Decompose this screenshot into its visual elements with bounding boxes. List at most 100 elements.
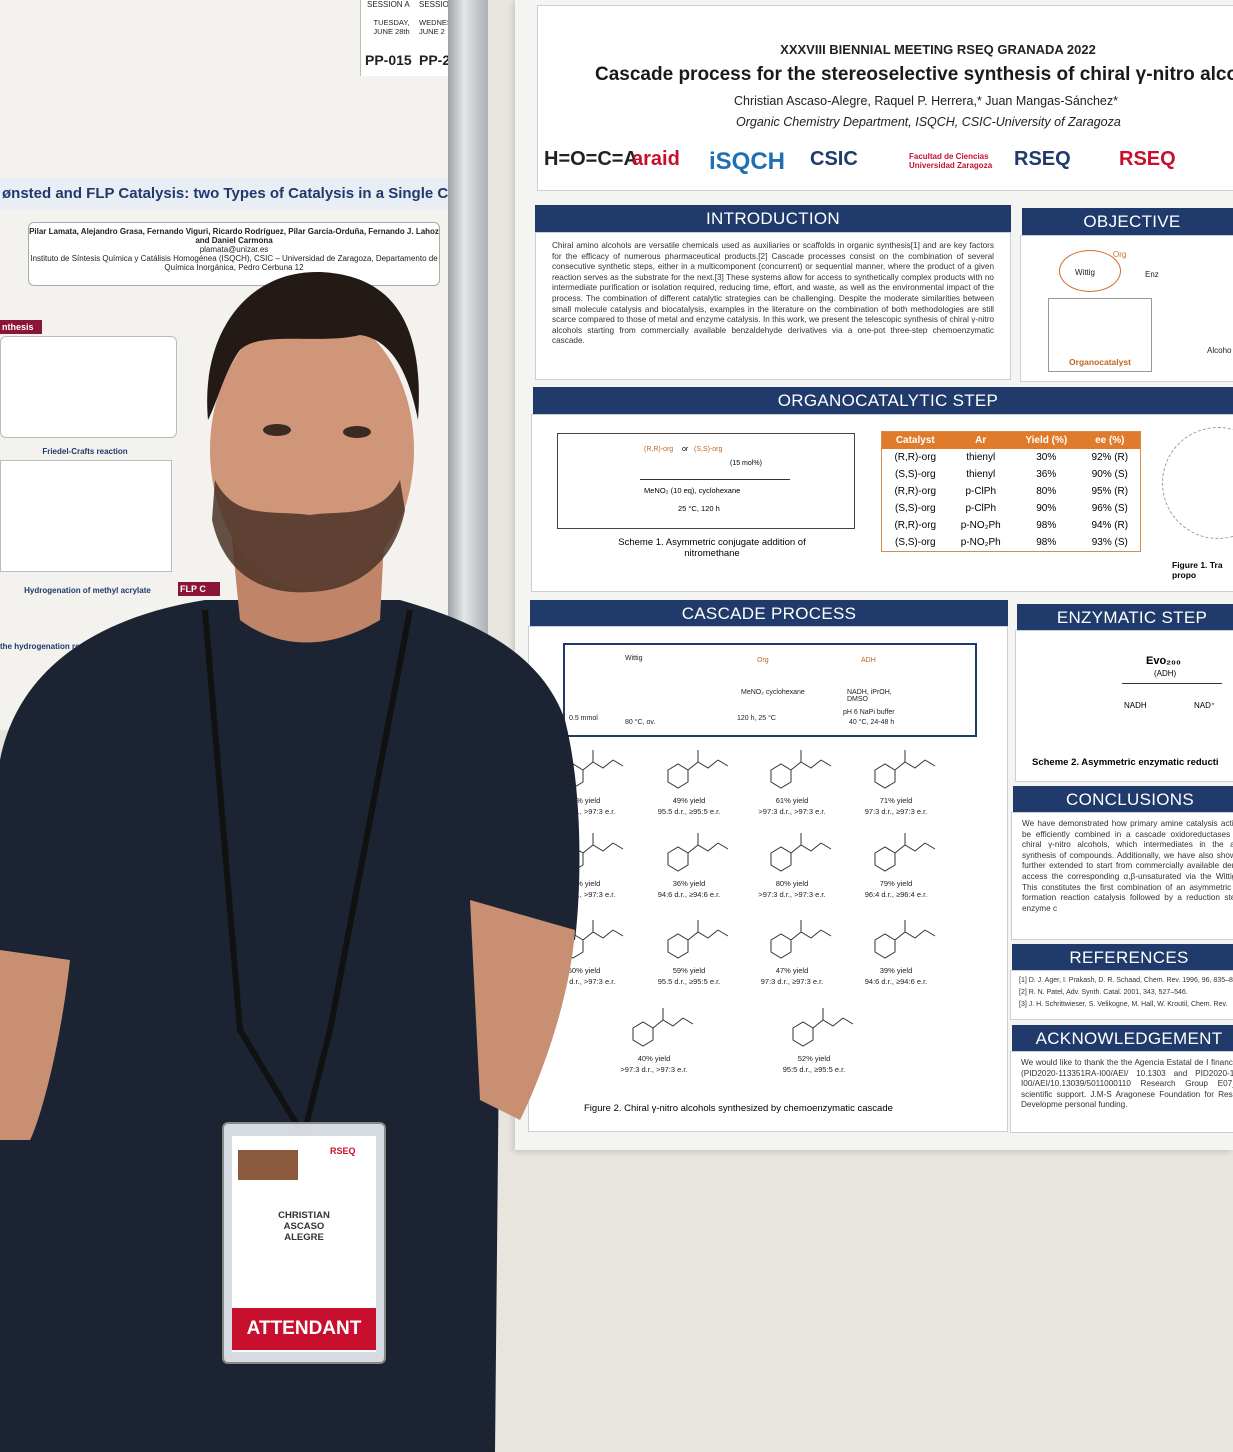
table-row: (S,S)-org p-NO₂Ph 98% 93% (S) bbox=[882, 534, 1141, 552]
header-cell: Ar bbox=[975, 435, 987, 446]
table-cell: 94% (R) bbox=[1091, 520, 1129, 531]
table-row: (R,R)-org thienyl 30% 92% (R) bbox=[882, 449, 1141, 466]
molecule bbox=[667, 920, 729, 959]
scheme-label: (15 mol%) bbox=[730, 460, 762, 467]
molecule bbox=[874, 920, 936, 959]
section-heading: ACKNOWLEDGEMENT bbox=[1012, 1025, 1233, 1052]
scheme-caption: Scheme 2. Asymmetric enzymatic reducti bbox=[1032, 757, 1219, 768]
results-table: Catalyst Ar Yield (%) ee (%) (R,R)-org thieny… bbox=[881, 431, 1141, 552]
bond bbox=[667, 920, 729, 959]
table-cell: 36% bbox=[1036, 469, 1057, 480]
logo-row: H=O=C=A araid iSQCH CSIC Facultad de Ciencia… bbox=[544, 146, 1233, 182]
lanyard bbox=[202, 609, 413, 1132]
table-cell: (R,R)-org bbox=[894, 452, 937, 463]
molecule bbox=[874, 833, 936, 872]
table-row: (R,R)-org p-NO₂Ph 98% 94% (R) bbox=[882, 517, 1141, 534]
table-cell: 93% (S) bbox=[1091, 537, 1128, 548]
selectivity: >97:3 d.r., >97:3 e.r. bbox=[758, 807, 826, 816]
enzymatic-box: Evo₂₀₀ (ADH) NADH NAD⁺ Scheme 2. Asymmet… bbox=[1015, 630, 1233, 782]
pole bbox=[448, 0, 488, 660]
badge-role: ATTENDANT bbox=[232, 1308, 376, 1350]
objective-label: Enz bbox=[1145, 270, 1159, 279]
table-cell: p-ClPh bbox=[965, 486, 997, 497]
table-header: Catalyst Ar Yield (%) ee (%) bbox=[881, 431, 1141, 449]
selectivity: 97:3 d.r., ≥97:3 e.r. bbox=[760, 977, 824, 986]
molecule bbox=[770, 920, 832, 959]
section-heading: OBJECTIVE bbox=[1022, 208, 1233, 235]
yield: 47% yield bbox=[775, 966, 809, 975]
table-row: (S,S)-org thienyl 36% 90% (S) bbox=[882, 466, 1141, 483]
conclusions-text: We have demonstrated how primary amine c… bbox=[1022, 819, 1233, 913]
table-row: (S,S)-org p-ClPh 90% 96% (S) bbox=[882, 500, 1141, 517]
table-cell: 92% (R) bbox=[1091, 452, 1129, 463]
bond bbox=[770, 750, 832, 789]
bond bbox=[874, 920, 936, 959]
yield: 71% yield bbox=[879, 796, 913, 805]
header-cell: Yield (%) bbox=[1025, 435, 1068, 446]
molecule bbox=[562, 920, 624, 959]
logo: araid bbox=[632, 148, 680, 170]
reference: [3] J. H. Schrittwieser, S. Velikogne, M… bbox=[1019, 1001, 1228, 1008]
table-cell: 98% bbox=[1036, 537, 1057, 548]
session-date: TUESDAY, JUNE 28th bbox=[373, 18, 410, 36]
molecule bbox=[562, 833, 624, 872]
yield: 40% yield bbox=[637, 1054, 671, 1063]
bond bbox=[874, 833, 936, 872]
table-cell: p-NO₂Ph bbox=[960, 537, 1001, 548]
left-author-box: Pilar Lamata, Alejandro Grasa, Fernando … bbox=[28, 222, 440, 286]
meeting: XXXVIII BIENNIAL MEETING RSEQ GRANADA 20… bbox=[780, 42, 1096, 57]
session-code: PP-015 bbox=[365, 52, 412, 68]
session-date: WEDNES JUNE 2 bbox=[419, 18, 451, 36]
references-box: [1] D. J. Ager, I. Prakash, D. R. Schaad… bbox=[1010, 970, 1233, 1020]
scheme-label: 40 °C, 24-48 h bbox=[849, 719, 895, 726]
logo: iSQCH bbox=[709, 148, 786, 175]
eye bbox=[263, 424, 291, 436]
table-cell: 30% bbox=[1036, 452, 1057, 463]
molecule bbox=[667, 750, 729, 789]
selectivity: 97:3 d.r., ≥97:3 e.r. bbox=[864, 807, 928, 816]
shirt bbox=[0, 600, 580, 1452]
badge-card: RSEQ CHRISTIAN ASCASO ALEGRE ATTENDANT bbox=[232, 1136, 376, 1352]
molecule bbox=[874, 750, 936, 789]
scheme-label: NADH, iPrOH, DMSO bbox=[847, 689, 892, 703]
section-heading: ENZYMATIC STEP bbox=[1017, 604, 1233, 631]
selectivity: 97:3 d.r., >97:3 e.r. bbox=[552, 807, 616, 816]
yield: 61% yield bbox=[775, 796, 809, 805]
session-box: SESSION A SESSIO TUESDAY, JUNE 28th WEDN… bbox=[360, 0, 451, 76]
table-cell: thienyl bbox=[966, 452, 996, 463]
objective-label: Alcoho bbox=[1207, 346, 1232, 355]
selectivity: >97:3 d.r., >97:3 e.r. bbox=[758, 890, 826, 899]
objective-label: Organocatalyst bbox=[1069, 357, 1131, 367]
figure-caption: Figure 1. Tra propo bbox=[1172, 560, 1223, 580]
intro-text: Chiral amino alcohols are versatile chem… bbox=[552, 241, 994, 346]
table-cell: (S,S)-org bbox=[894, 503, 936, 514]
table-cell: p-NO₂Ph bbox=[960, 520, 1001, 531]
table-cell: 95% (R) bbox=[1091, 486, 1129, 497]
eye bbox=[343, 426, 371, 438]
left-email: plamata@unizar.es bbox=[199, 245, 269, 254]
objective-box: Wittig Org Enz Organocatalyst Alcoho bbox=[1020, 235, 1233, 382]
yield: 49% yield bbox=[672, 796, 706, 805]
objective-label: Org bbox=[1113, 250, 1127, 259]
session-label: SESSION A bbox=[367, 0, 410, 9]
table-cell: 96% (S) bbox=[1091, 503, 1128, 514]
left-affiliation: Instituto de Síntesis Química y Catálisi… bbox=[30, 254, 438, 272]
section-heading: ORGANOCATALYTIC STEP bbox=[533, 387, 1233, 414]
molecule bbox=[632, 1008, 694, 1047]
scheme-label: or bbox=[682, 446, 689, 453]
molecule bbox=[770, 833, 832, 872]
yield: 59% yield bbox=[567, 796, 601, 805]
organocatalyst-box: Organocatalyst bbox=[1048, 298, 1152, 372]
selectivity: 95.5 d.r., ≥95:5 e.r. bbox=[657, 977, 721, 986]
section-heading: CONCLUSIONS bbox=[1013, 786, 1233, 813]
figure-caption: Figure 2. Chiral γ-nitro alcohols synthe… bbox=[584, 1103, 893, 1114]
selectivity: 96:4 d.r., ≥96:4 e.r. bbox=[864, 890, 928, 899]
beard bbox=[212, 480, 405, 593]
table-cell: 80% bbox=[1036, 486, 1057, 497]
header-cell: ee (%) bbox=[1095, 435, 1125, 446]
objective-label: Wittig bbox=[1075, 268, 1095, 277]
molecule bbox=[770, 750, 832, 789]
arm bbox=[0, 950, 70, 1140]
